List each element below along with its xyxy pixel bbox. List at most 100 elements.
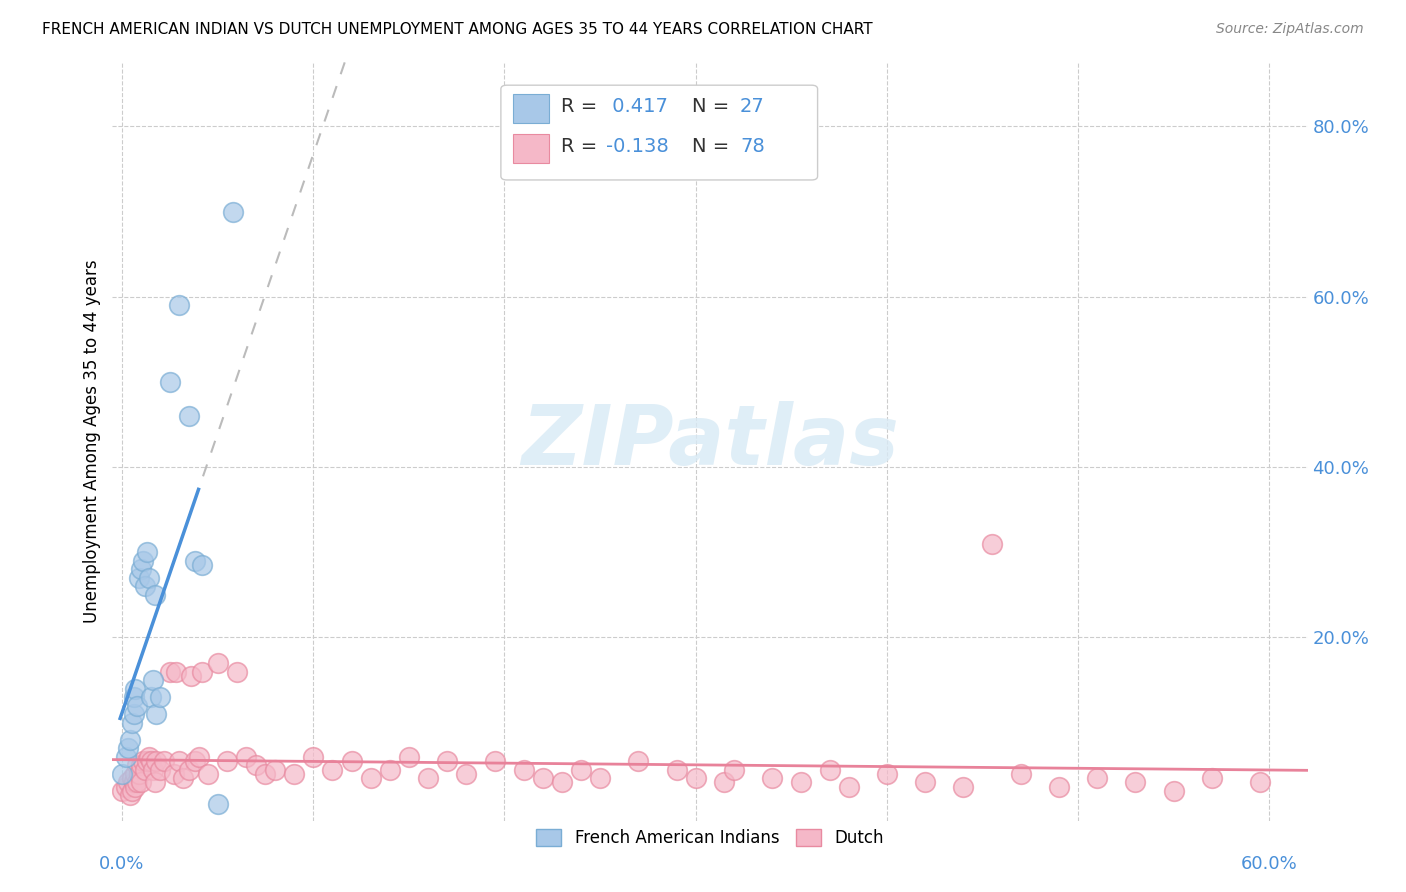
Text: N =: N = — [692, 96, 735, 116]
Text: 0.0%: 0.0% — [100, 855, 145, 872]
Point — [122, 690, 145, 705]
Point — [142, 673, 165, 687]
Point — [135, 545, 157, 559]
Text: R =: R = — [561, 96, 603, 116]
Point — [115, 749, 138, 764]
Point — [132, 754, 155, 768]
Point — [139, 690, 162, 705]
Point — [191, 558, 214, 572]
Point — [340, 754, 363, 768]
Point — [713, 775, 735, 789]
Point — [416, 771, 439, 785]
Point — [124, 681, 146, 696]
Point — [398, 749, 420, 764]
Point — [1125, 775, 1147, 789]
Point — [818, 763, 841, 777]
Point — [1047, 780, 1070, 794]
Point — [914, 775, 936, 789]
Text: 27: 27 — [740, 96, 765, 116]
FancyBboxPatch shape — [513, 135, 548, 163]
Point — [134, 763, 156, 777]
Point — [264, 763, 287, 777]
Point — [118, 788, 141, 802]
Point — [512, 763, 534, 777]
Point — [589, 771, 612, 785]
FancyBboxPatch shape — [501, 85, 818, 180]
Point — [484, 754, 506, 768]
Point — [129, 758, 152, 772]
Point — [143, 588, 166, 602]
Point — [981, 537, 1004, 551]
Point — [207, 656, 229, 670]
Point — [127, 775, 149, 789]
Point — [111, 766, 134, 780]
Point — [142, 763, 165, 777]
Text: ZIPatlas: ZIPatlas — [522, 401, 898, 482]
Point — [1010, 766, 1032, 780]
Text: Source: ZipAtlas.com: Source: ZipAtlas.com — [1216, 22, 1364, 37]
Point — [121, 715, 143, 730]
Point — [187, 749, 209, 764]
Point — [183, 554, 205, 568]
Point — [117, 775, 139, 789]
Point — [122, 707, 145, 722]
Point — [838, 780, 860, 794]
Point — [122, 775, 145, 789]
Point — [165, 665, 187, 679]
Point — [153, 754, 176, 768]
Point — [121, 771, 143, 785]
Point — [191, 665, 214, 679]
Point — [129, 775, 152, 789]
Point — [1163, 784, 1185, 798]
Point — [135, 754, 157, 768]
Point — [149, 763, 172, 777]
Point — [254, 766, 277, 780]
Point — [115, 780, 138, 794]
Point — [117, 741, 139, 756]
Point — [790, 775, 813, 789]
Point — [1249, 775, 1271, 789]
Point — [138, 571, 160, 585]
Point — [138, 749, 160, 764]
Point — [876, 766, 898, 780]
Point — [456, 766, 478, 780]
Point — [149, 690, 172, 705]
Point — [134, 579, 156, 593]
Point — [665, 763, 688, 777]
Point — [143, 775, 166, 789]
Point — [321, 763, 343, 777]
Legend: French American Indians, Dutch: French American Indians, Dutch — [530, 822, 890, 854]
Point — [129, 562, 152, 576]
Point — [217, 754, 239, 768]
Point — [121, 784, 143, 798]
Point — [222, 204, 245, 219]
Point — [627, 754, 650, 768]
Point — [145, 754, 167, 768]
Point — [169, 298, 191, 312]
Point — [685, 771, 707, 785]
Point — [378, 763, 401, 777]
Point — [183, 754, 205, 768]
Point — [1085, 771, 1108, 785]
Point — [180, 669, 202, 683]
Point — [163, 766, 186, 780]
Point — [952, 780, 974, 794]
Point — [207, 797, 229, 811]
Point — [302, 749, 325, 764]
Point — [124, 780, 146, 794]
Point — [118, 732, 141, 747]
Point — [159, 375, 181, 389]
Point — [177, 409, 200, 423]
Point — [723, 763, 745, 777]
Point — [197, 766, 219, 780]
Text: 78: 78 — [740, 136, 765, 156]
Point — [551, 775, 574, 789]
Text: -0.138: -0.138 — [606, 136, 669, 156]
Text: N =: N = — [692, 136, 735, 156]
Point — [145, 707, 167, 722]
Point — [177, 763, 200, 777]
Point — [172, 771, 194, 785]
Text: 60.0%: 60.0% — [1241, 855, 1298, 872]
Point — [111, 784, 134, 798]
FancyBboxPatch shape — [513, 95, 548, 123]
